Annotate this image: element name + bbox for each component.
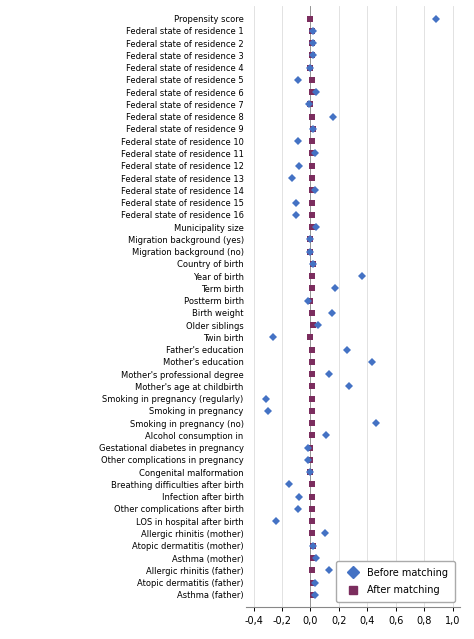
Legend: Before matching, After matching: Before matching, After matching (336, 561, 455, 602)
